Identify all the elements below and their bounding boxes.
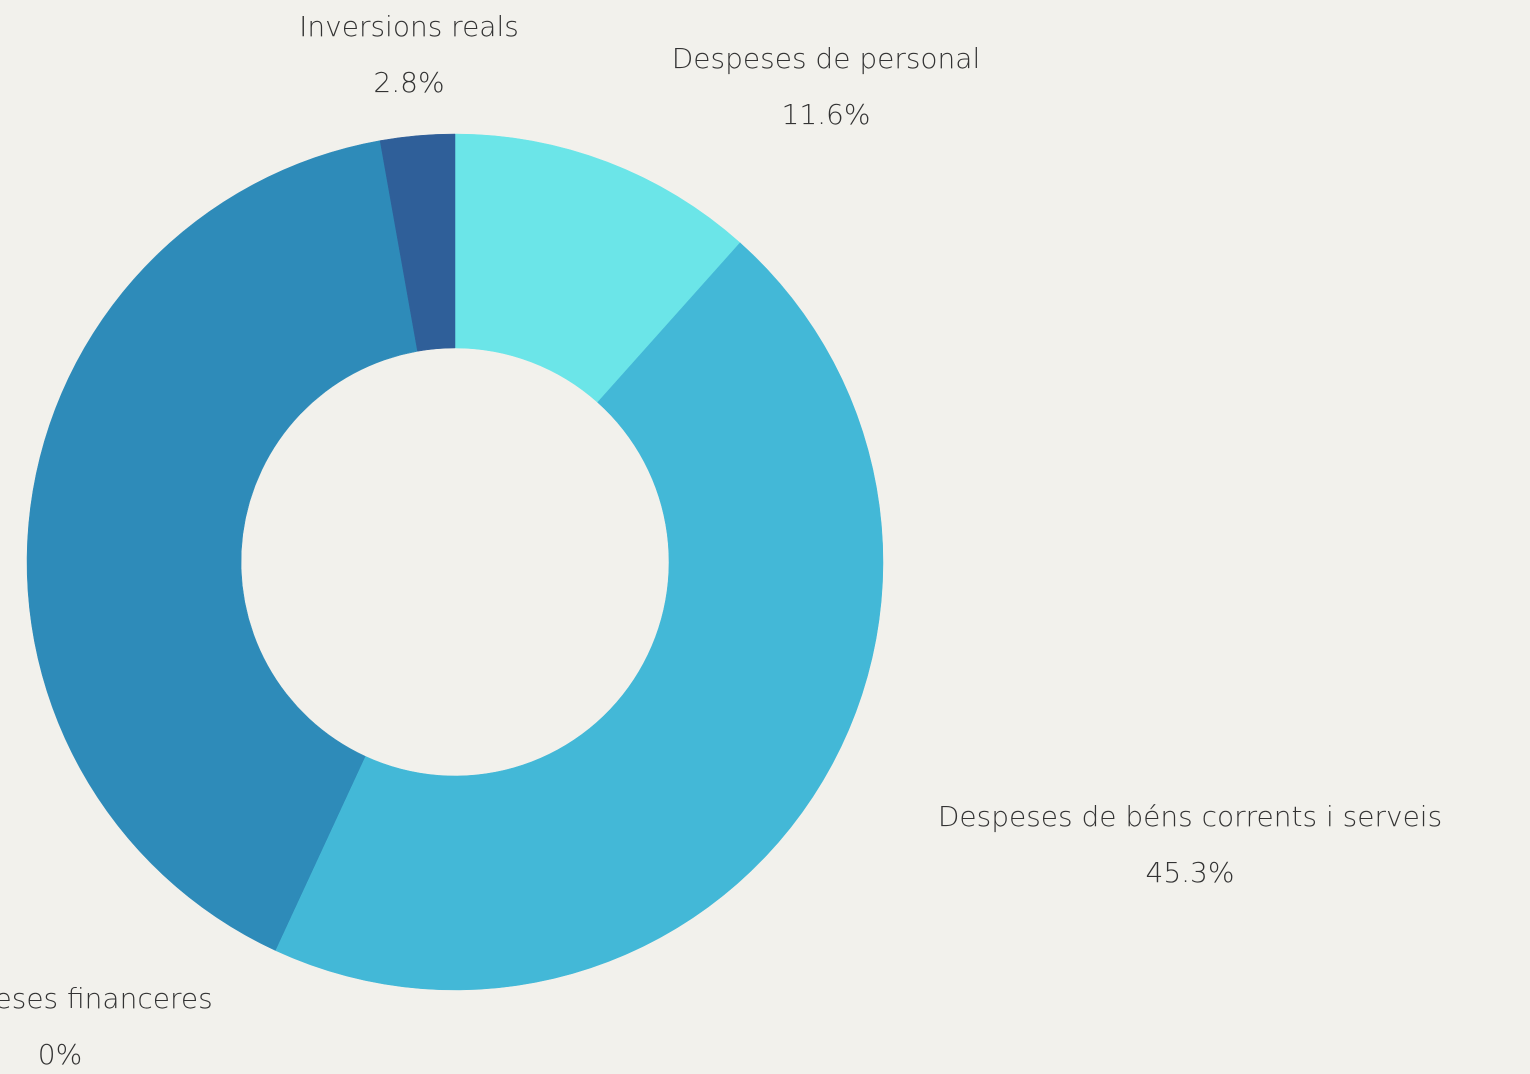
- slice-label: Despeses de béns corrents i serveis: [938, 800, 1442, 833]
- slice-label: Despeses financeres: [0, 982, 213, 1015]
- slice: [379, 133, 456, 352]
- slice-label: Inversions reals: [299, 10, 519, 43]
- value-label: 11.6%: [782, 98, 871, 131]
- slice: [454, 133, 741, 403]
- slice: [26, 140, 418, 951]
- slice-label: Despeses de personal: [672, 42, 981, 75]
- value-label: 0%: [38, 1038, 82, 1071]
- value-label: 2.8%: [373, 66, 444, 99]
- value-label: 45.3%: [1146, 856, 1235, 889]
- slice: [274, 242, 884, 991]
